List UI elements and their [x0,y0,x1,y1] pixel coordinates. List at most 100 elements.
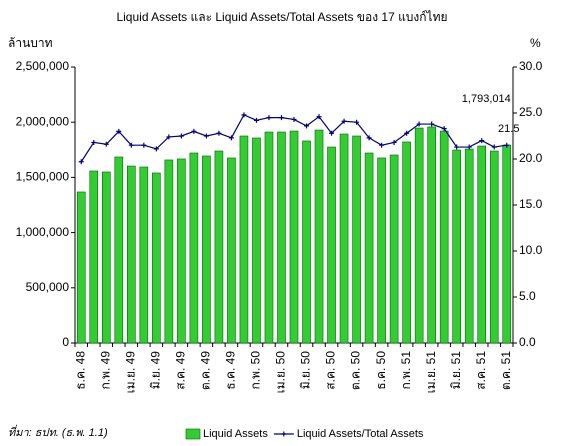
line-marker [216,130,222,136]
bar [76,191,86,344]
bar [264,131,274,344]
y2-tick-label: 20.0 [519,151,543,165]
line-marker [354,119,360,125]
legend-swatch [185,428,201,440]
bar [327,146,336,344]
bar [214,150,224,344]
y2-tick-label: 30.0 [519,59,543,73]
line-marker [454,144,460,150]
line-marker [304,123,310,129]
bar [101,171,111,344]
bar [489,150,499,344]
x-tick-label: ธ.ค. 50 [374,351,388,390]
source: ที่มา: ธปท. (ธ.พ. 1.1) [8,424,108,439]
bar [139,166,149,344]
bar [402,141,411,344]
legend-marker [281,431,287,437]
line-marker [178,133,184,139]
y2-axis-label: % [530,36,541,50]
bar [152,172,161,344]
line-marker [241,112,247,118]
line-marker [191,128,197,134]
line-marker [228,135,234,141]
legend-label: Liquid Assets [203,428,268,440]
y2-tick-label: 10.0 [519,243,543,257]
y-tick-label: 0 [62,335,69,349]
y-tick-label: 1,000,000 [16,225,70,239]
y-tick-label: 500,000 [26,280,70,294]
y-tick-label: 2,000,000 [16,114,70,128]
line-marker [491,144,497,150]
bar [252,137,261,344]
line-marker [379,142,385,148]
line-marker [441,126,447,132]
x-tick-label: ธ.ค. 49 [224,351,238,390]
data-label: 21.5 [498,123,519,135]
line-marker [341,118,347,124]
line-marker [404,130,410,136]
data-label: 1,793,014 [462,93,511,105]
x-tick-label: ก.พ. 50 [249,351,263,390]
bar [289,130,299,344]
line-marker [329,130,335,136]
x-tick-label: ก.พ. 51 [399,351,413,390]
x-tick-label: มิ.ย. 51 [449,351,463,390]
chart-title: Liquid Assets และ Liquid Assets/Total As… [116,10,447,24]
x-tick-label: ส.ค. 49 [174,351,188,390]
line-marker [141,142,147,148]
bar [227,157,236,344]
bar [127,165,136,344]
bar [502,144,512,344]
bar [339,133,349,344]
line-marker [416,121,422,127]
bar [189,152,199,344]
y-axis-label: ล้านบาท [8,36,53,50]
y2-tick-label: 25.0 [519,105,543,119]
x-tick-label: ก.พ. 49 [98,351,112,390]
bar [439,130,449,344]
bar [427,126,436,344]
line-marker [116,128,122,134]
bar [352,135,361,344]
bar [89,170,99,344]
bar [177,158,186,344]
line-marker [253,117,259,123]
x-tick-label: ต.ค. 50 [349,351,363,390]
x-tick-label: ต.ค. 49 [199,351,213,390]
line-marker [429,121,435,127]
x-tick-label: มิ.ย. 49 [149,351,163,390]
bar [452,149,461,344]
bar [302,140,311,344]
bar [389,154,399,344]
bar [277,131,286,344]
bar [364,152,374,344]
x-tick-label: มิ.ย. 50 [299,351,313,390]
bar [202,155,211,344]
line-marker [153,146,159,152]
bar [314,129,324,344]
line-marker [203,133,209,139]
bar [377,157,386,344]
line-marker [366,135,372,141]
bar [114,156,124,344]
line-marker [128,142,134,148]
line-marker [291,116,297,122]
line-marker [278,115,284,121]
x-tick-label: ส.ค. 51 [474,351,488,390]
legend-label: Liquid Assets/Total Assets [297,428,424,440]
line-marker [391,139,397,145]
y2-tick-label: 5.0 [519,289,536,303]
line-marker [91,139,97,145]
bar [239,135,249,344]
y-tick-label: 1,500,000 [16,170,70,184]
line-marker [316,114,322,120]
y2-tick-label: 15.0 [519,197,543,211]
x-tick-label: ส.ค. 50 [324,351,338,390]
line-marker [103,141,109,147]
x-tick-label: เม.ย. 50 [274,351,288,394]
y2-tick-label: 0.0 [519,335,536,349]
line-marker [166,134,172,140]
x-tick-label: เม.ย. 49 [123,351,137,394]
bar [464,148,474,344]
